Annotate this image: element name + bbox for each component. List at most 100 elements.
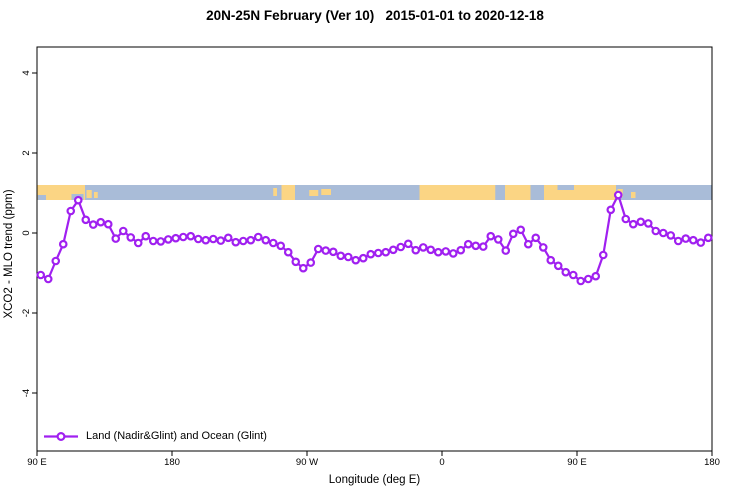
- series-marker: [343, 252, 353, 262]
- map-band-ocean: [37, 185, 712, 200]
- series-marker: [313, 244, 323, 254]
- x-tick-label: 180: [164, 457, 180, 468]
- map-band-land: [94, 192, 98, 198]
- series-marker: [508, 229, 518, 239]
- series-marker: [381, 247, 391, 257]
- series-marker: [501, 246, 511, 255]
- series-marker: [58, 239, 68, 249]
- x-tick-label: 90 W: [295, 457, 319, 468]
- series-marker: [628, 219, 638, 229]
- x-tick-label: 90 E: [27, 457, 47, 468]
- series-marker: [426, 245, 436, 255]
- map-band-land: [631, 192, 636, 198]
- series-marker: [478, 242, 488, 251]
- series-marker: [111, 234, 121, 243]
- y-tick-label: -2: [21, 308, 32, 318]
- x-tick-label: 0: [439, 457, 445, 468]
- series-marker: [493, 235, 503, 244]
- map-band-water-notch: [557, 185, 574, 190]
- series-marker: [658, 228, 668, 238]
- series-marker: [351, 255, 361, 265]
- series-marker: [36, 270, 46, 280]
- series-marker: [126, 233, 136, 242]
- series-marker: [118, 226, 128, 236]
- series-marker: [448, 249, 458, 258]
- series-marker: [81, 215, 91, 225]
- series-marker: [103, 219, 113, 229]
- series-marker: [696, 238, 706, 247]
- series-marker: [651, 226, 661, 236]
- series-marker: [298, 263, 308, 273]
- series-marker: [411, 245, 421, 255]
- map-band-land: [309, 190, 319, 196]
- series-marker: [306, 258, 316, 267]
- series-marker: [336, 251, 346, 261]
- series-marker: [388, 245, 398, 255]
- series-marker: [201, 235, 211, 245]
- series-marker: [156, 237, 166, 246]
- y-tick-label: -4: [21, 388, 32, 398]
- series-marker: [538, 243, 548, 252]
- series-marker: [321, 246, 331, 255]
- series-marker: [193, 234, 203, 244]
- series-marker: [73, 195, 83, 205]
- series-marker: [666, 231, 676, 240]
- series-marker: [568, 270, 578, 280]
- series-marker: [283, 247, 293, 257]
- series-marker: [96, 217, 106, 227]
- series-marker: [553, 261, 563, 271]
- series-marker: [366, 249, 376, 259]
- series-marker: [576, 276, 586, 286]
- series-marker: [43, 274, 53, 284]
- series-marker: [291, 257, 301, 267]
- series-marker: [516, 225, 526, 235]
- series-marker: [486, 231, 496, 241]
- series-marker: [66, 206, 76, 216]
- map-band-land: [86, 190, 92, 198]
- series-marker: [133, 238, 143, 248]
- map-band-water-notch: [37, 195, 46, 200]
- series-marker: [471, 241, 481, 251]
- map-band-land: [273, 188, 277, 196]
- series-marker: [636, 217, 646, 227]
- y-tick-label: 0: [21, 230, 32, 236]
- series-marker: [561, 267, 571, 277]
- series-marker: [238, 236, 248, 246]
- series-marker: [591, 271, 601, 281]
- series-marker: [246, 235, 256, 245]
- y-tick-label: 2: [21, 150, 32, 156]
- series-marker: [396, 242, 406, 252]
- map-band-land: [544, 185, 616, 200]
- series-marker: [613, 190, 623, 200]
- series-marker: [216, 236, 226, 245]
- series-marker: [88, 220, 98, 229]
- legend-label: Land (Nadir&Glint) and Ocean (Glint): [86, 430, 267, 442]
- series-marker: [531, 233, 541, 243]
- series-marker: [276, 241, 286, 251]
- series-marker: [673, 236, 683, 246]
- series-marker: [328, 247, 338, 257]
- series-marker: [186, 231, 196, 241]
- series-marker: [546, 255, 556, 265]
- series-marker: [148, 236, 158, 246]
- series-marker: [208, 234, 218, 244]
- series-marker: [141, 231, 151, 241]
- series-marker: [171, 233, 181, 243]
- series-marker: [606, 205, 616, 215]
- plot-border: [36, 46, 713, 452]
- series-marker: [463, 239, 473, 249]
- series-marker: [456, 245, 466, 255]
- series-marker: [163, 235, 173, 244]
- series-marker: [643, 219, 653, 228]
- series-marker: [261, 235, 271, 245]
- series-marker: [253, 232, 263, 242]
- series-marker: [223, 233, 233, 243]
- series-marker: [178, 232, 188, 242]
- map-band-land: [321, 189, 331, 195]
- chart-title: 20N-25N February (Ver 10) 2015-01-01 to …: [206, 8, 544, 23]
- series-marker: [51, 256, 61, 266]
- series-marker: [418, 243, 428, 252]
- map-band-land: [281, 185, 295, 200]
